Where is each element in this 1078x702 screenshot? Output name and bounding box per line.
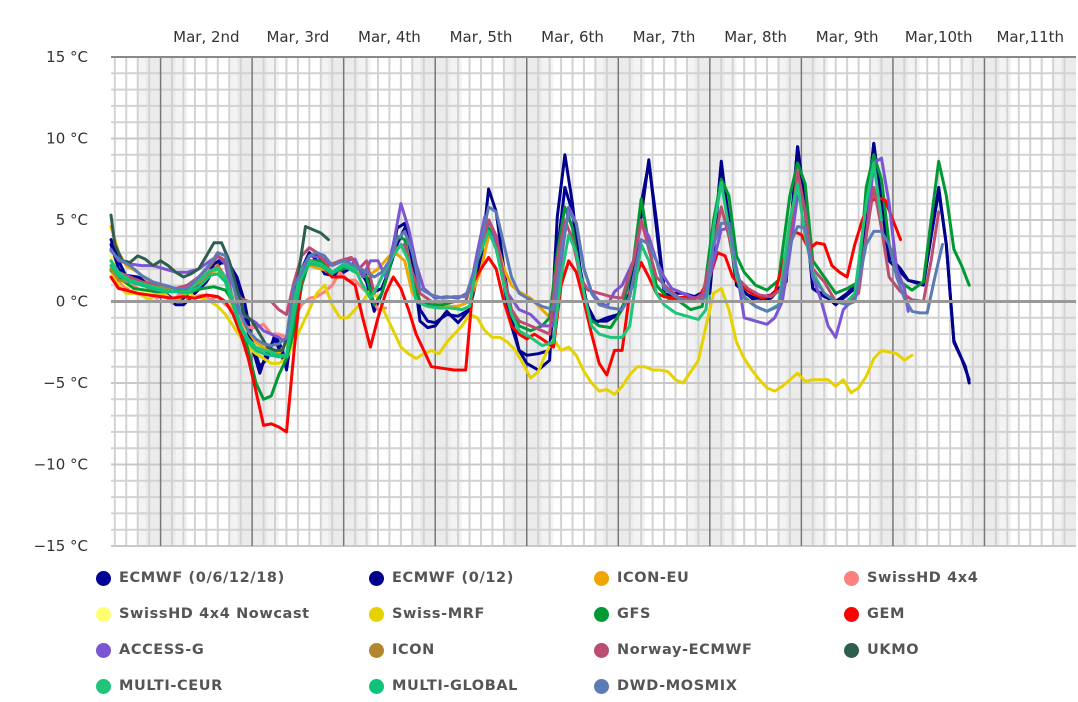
series-line-dwd-mosmix [109,205,944,347]
legend-color-dot-icon [594,678,609,694]
y-tick-label: 5 °C [56,211,88,229]
legend-color-dot-icon [594,606,609,622]
legend-color-dot-icon [594,642,609,658]
x-day-label: Mar, 2nd [173,28,239,46]
x-day-label: Mar, 5th [450,28,513,46]
series-line-multi-global [109,262,357,359]
legend-color-dot-icon [844,570,859,586]
legend-color-dot-icon [369,570,384,586]
legend-color-dot-icon [844,642,859,658]
legend-label: ECMWF (0/12) [392,570,514,586]
x-day-label: Mar,11th [996,28,1064,46]
legend-item[interactable]: UKMO [844,640,919,660]
legend-label: Swiss-MRF [392,606,485,622]
legend-color-dot-icon [369,678,384,694]
y-tick-label: 0 °C [56,293,88,311]
legend-label: ACCESS-G [119,642,205,658]
legend-item[interactable]: MULTI-CEUR [96,676,223,696]
legend-color-dot-icon [369,606,384,622]
y-tick-label: −5 °C [43,374,88,392]
legend-item[interactable]: GFS [594,604,651,624]
temperature-chart: 15 °C 10 °C 5 °C 0 °C −5 °C −10 °C −15 °C Mar, … [34,28,1076,555]
legend-label: ICON-EU [617,570,690,586]
x-day-label: Mar, 9th [816,28,879,46]
legend-item[interactable]: ICON-EU [594,568,689,588]
y-tick-label: 15 °C [46,48,88,66]
legend-item[interactable]: MULTI-GLOBAL [369,676,518,696]
legend-label: ICON [392,642,435,658]
legend-label: ECMWF (0/6/12/18) [119,570,285,586]
legend-label: DWD-MOSMIX [617,678,738,694]
legend-color-dot-icon [844,606,859,622]
legend-item[interactable]: ECMWF (0/6/12/18) [96,568,285,588]
legend-label: Norway-ECMWF [617,642,753,658]
legend-item[interactable]: SwissHD 4x4 [844,568,978,588]
legend-label: GFS [617,606,652,622]
x-day-label: Mar, 4th [358,28,421,46]
legend-item[interactable]: Swiss-MRF [369,604,485,624]
legend-color-dot-icon [369,642,384,658]
legend-color-dot-icon [96,678,111,694]
legend-color-dot-icon [96,642,111,658]
legend-label: GEM [867,606,906,622]
legend-item[interactable]: ACCESS-G [96,640,204,660]
legend-label: UKMO [867,642,920,658]
legend-label: SwissHD 4x4 Nowcast [119,606,310,622]
x-day-label: Mar, 8th [724,28,787,46]
x-day-label: Mar, 3rd [266,28,329,46]
legend-color-dot-icon [594,570,609,586]
x-day-label: Mar, 7th [633,28,696,46]
legend-item[interactable]: ECMWF (0/12) [369,568,514,588]
y-tick-label: −10 °C [34,456,88,474]
legend-label: SwissHD 4x4 [867,570,979,586]
legend-item[interactable]: ICON [369,640,435,660]
legend-color-dot-icon [96,606,111,622]
legend-item[interactable]: Norway-ECMWF [594,640,753,660]
y-tick-label: −15 °C [34,537,88,555]
legend-color-dot-icon [96,570,111,586]
series-line-gfs [109,153,971,401]
legend-item[interactable]: GEM [844,604,905,624]
axes: 15 °C 10 °C 5 °C 0 °C −5 °C −10 °C −15 °C Mar, … [34,28,1076,555]
legend-item[interactable]: SwissHD 4x4 Nowcast [96,604,310,624]
x-day-label: Mar, 6th [541,28,604,46]
legend-item[interactable]: DWD-MOSMIX [594,676,738,696]
legend-label: MULTI-CEUR [119,678,223,694]
y-tick-label: 10 °C [46,130,88,148]
x-day-label: Mar,10th [905,28,973,46]
legend-label: MULTI-GLOBAL [392,678,519,694]
series-line-access-g [109,156,910,344]
